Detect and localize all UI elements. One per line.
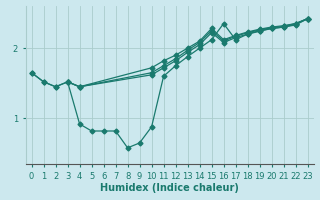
X-axis label: Humidex (Indice chaleur): Humidex (Indice chaleur) bbox=[100, 183, 239, 193]
